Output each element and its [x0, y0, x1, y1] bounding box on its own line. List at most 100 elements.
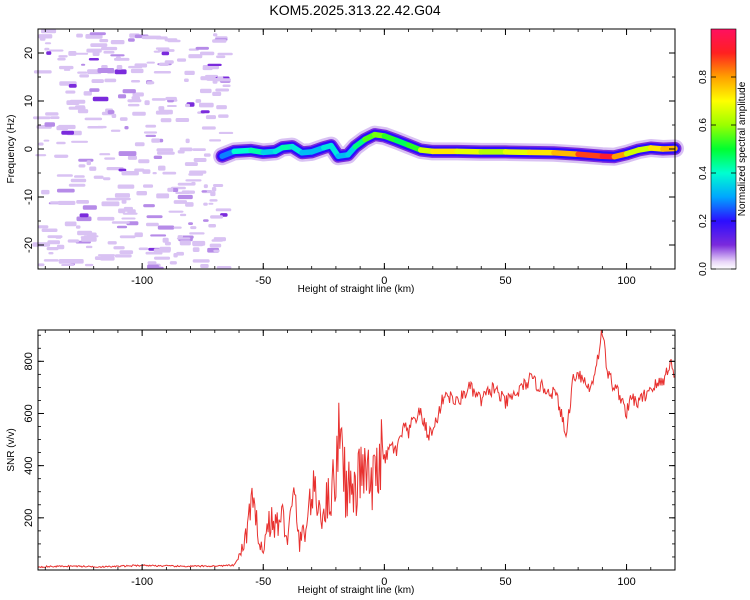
snr-panel: -100 -50 0 50 100 200 400 600 800 Height of stra… — [6, 329, 676, 596]
noise-blob — [195, 46, 209, 50]
noise-blob — [192, 240, 206, 246]
noise-blob — [131, 96, 140, 101]
noise-blob — [131, 80, 141, 83]
noise-blob — [78, 158, 94, 162]
noise-blob — [115, 56, 121, 61]
noise-blob — [132, 92, 144, 97]
colorbar-label: Normalized spectral amplitude — [737, 81, 748, 216]
noise-blob — [104, 78, 117, 83]
noise-blob — [173, 226, 182, 229]
noise-blob — [143, 204, 155, 208]
noise-blob — [213, 184, 224, 187]
noise-blob — [136, 191, 147, 196]
spectrogram-ridge — [213, 125, 684, 166]
noise-blob — [111, 221, 130, 224]
noise-blob — [128, 38, 135, 42]
noise-blob — [56, 244, 65, 250]
noise-blob — [176, 251, 184, 256]
ridge-core-segment — [231, 147, 254, 155]
noise-blob — [89, 166, 97, 171]
x-tick-label: -50 — [255, 576, 271, 588]
noise-blob — [44, 42, 52, 45]
noise-blob — [156, 193, 170, 199]
noise-blob — [114, 69, 127, 75]
noise-blob — [81, 236, 97, 242]
noise-blob — [151, 98, 166, 101]
noise-blob — [144, 100, 150, 106]
colorbar-tick-label: 0.6 — [698, 118, 709, 132]
noise-blob — [216, 266, 232, 270]
noise-blob — [75, 225, 81, 229]
noise-blob — [150, 234, 167, 237]
noise-blob — [101, 46, 118, 51]
noise-blob — [205, 115, 216, 120]
noise-blob — [116, 225, 128, 229]
noise-blob — [117, 184, 135, 189]
noise-blob — [46, 51, 52, 55]
noise-blob — [165, 96, 177, 101]
noise-blob — [189, 232, 205, 235]
noise-blob — [65, 90, 76, 94]
noise-blob — [89, 32, 106, 36]
noise-blob — [210, 215, 223, 219]
noise-blob — [164, 241, 171, 246]
noise-blob — [213, 33, 218, 37]
noise-blob — [84, 117, 103, 121]
noise-blob — [159, 62, 169, 66]
noise-blob — [200, 264, 209, 268]
noise-blob — [172, 188, 179, 192]
y-tick-label: 600 — [23, 404, 35, 422]
noise-blob — [124, 126, 129, 130]
noise-blob — [44, 47, 50, 51]
noise-blob — [110, 54, 125, 57]
noise-blob — [84, 263, 94, 267]
noise-blob — [38, 263, 45, 267]
noise-blob — [218, 114, 229, 118]
x-tick-label: 0 — [381, 576, 387, 588]
noise-blob — [211, 239, 224, 242]
noise-blob — [33, 70, 52, 74]
noise-blob — [58, 259, 74, 264]
noise-blob — [103, 50, 115, 54]
noise-blob — [128, 65, 143, 69]
noise-blob — [154, 256, 171, 260]
y-tick-label: 200 — [23, 509, 35, 527]
noise-blob — [41, 189, 50, 195]
noise-blob — [146, 215, 163, 219]
noise-blob — [92, 96, 109, 102]
colorbar-tick-label: 0.8 — [698, 70, 709, 84]
noise-blob — [179, 240, 191, 246]
noise-blob — [145, 251, 163, 255]
noise-blob — [212, 91, 222, 96]
noise-blob — [78, 164, 86, 168]
noise-blob — [168, 210, 184, 213]
noise-blob — [100, 255, 115, 261]
noise-blob — [67, 239, 80, 243]
noise-blob — [142, 169, 151, 174]
noise-blob — [91, 79, 104, 83]
noise-blob — [79, 213, 89, 218]
x-tick-label: -50 — [255, 275, 271, 287]
noise-blob — [114, 254, 132, 258]
snr-series-line — [37, 330, 676, 569]
noise-blob — [153, 248, 171, 253]
noise-blob — [45, 112, 59, 116]
noise-blob — [58, 55, 68, 58]
noise-blob — [185, 202, 194, 207]
noise-blob — [41, 228, 58, 232]
x-tick-label: 0 — [381, 275, 387, 287]
noise-blob — [208, 202, 214, 205]
colorbar-gradient — [711, 29, 736, 269]
noise-blob — [212, 79, 218, 84]
y-tick-label: 800 — [23, 352, 35, 370]
noise-blob — [158, 165, 166, 171]
noise-blob — [173, 200, 187, 204]
noise-blob — [110, 40, 125, 45]
noise-blob — [213, 249, 220, 253]
noise-blob — [41, 28, 57, 34]
noise-blob — [157, 49, 175, 52]
noise-blob — [57, 57, 66, 61]
noise-blob — [160, 118, 172, 123]
noise-blob — [118, 94, 127, 99]
noise-blob — [118, 168, 127, 172]
